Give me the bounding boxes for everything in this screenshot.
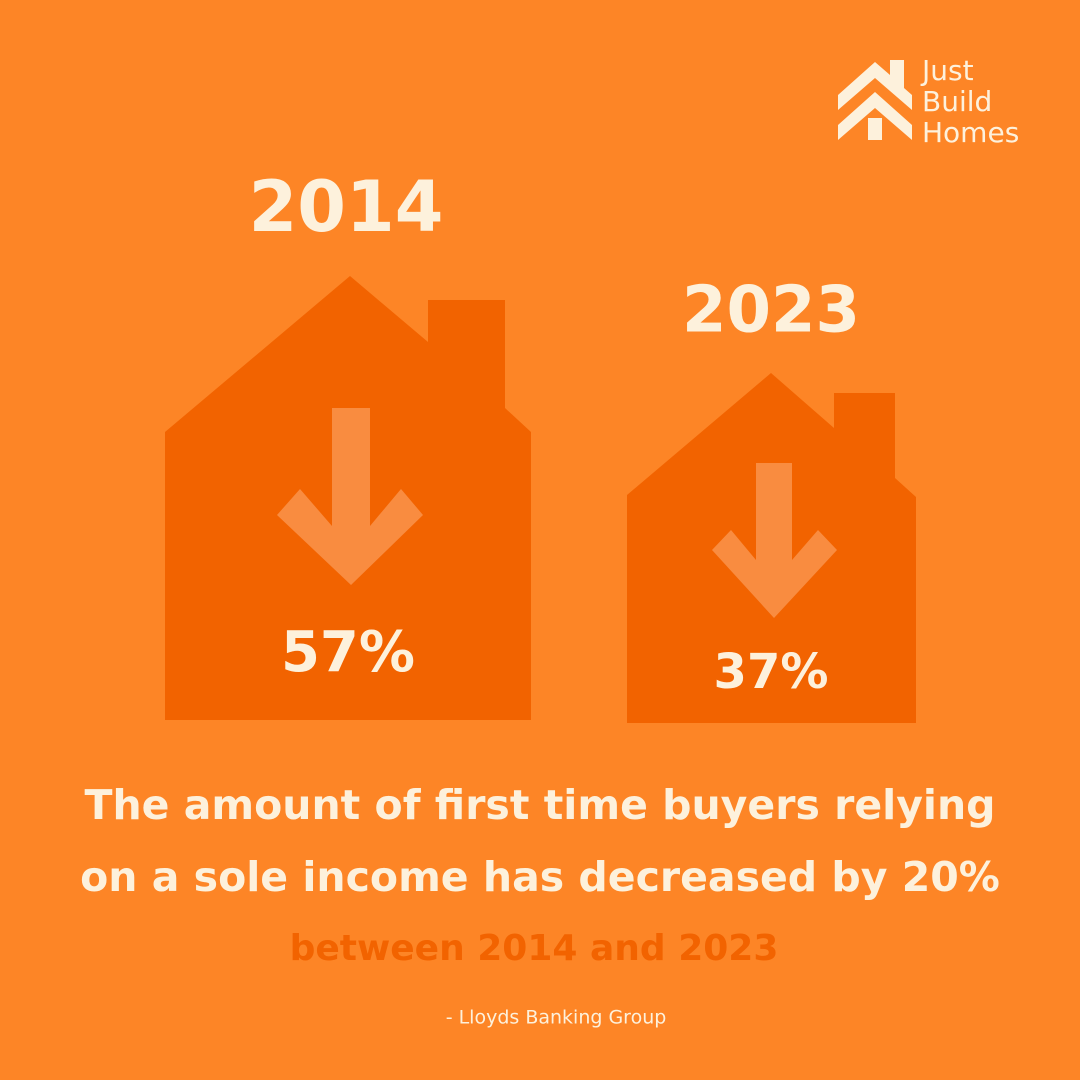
logo-roof [838,92,912,140]
logo: Just Build Homes [838,54,1019,149]
percentage: 37% [714,644,829,700]
percentage: 57% [281,620,415,685]
down-arrow [277,408,423,585]
headline: The amount of first time buyers relying [84,781,995,829]
logo-text: Homes [922,116,1019,149]
year: 2014 [249,166,444,248]
logo-roof [838,60,912,110]
headline-highlight: between 2014 and 2023 [290,928,779,969]
logo-text: Just [920,54,974,87]
headline: on a sole income has decreased by 20% [80,853,1000,901]
source: - Lloyds Banking Group [446,1007,667,1029]
logo-text: Build [922,85,992,118]
logo-door [868,118,882,140]
year: 2023 [682,274,860,348]
down-arrow [712,463,837,618]
